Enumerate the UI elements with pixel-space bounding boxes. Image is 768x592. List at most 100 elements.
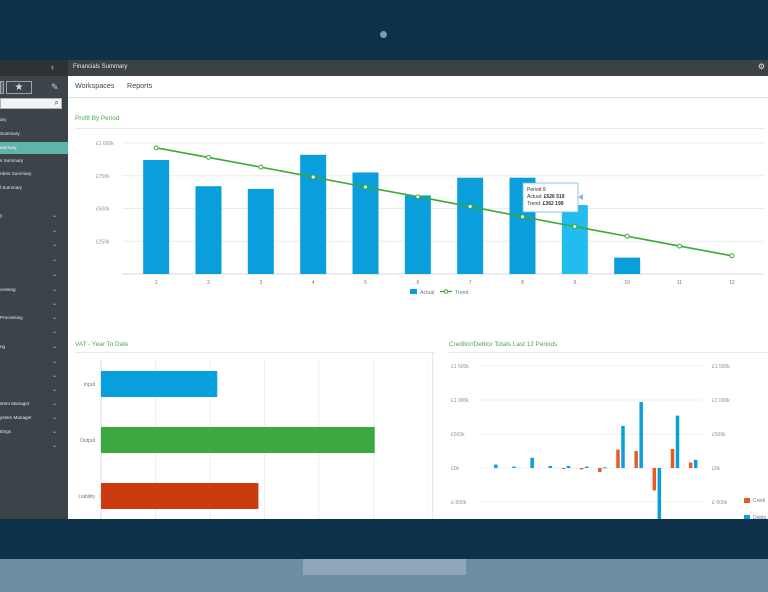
vat-year-to-date-chart: Input Output Liability bbox=[78, 360, 428, 519]
sidebar-item[interactable]: ⌄ bbox=[0, 254, 68, 266]
chevron-down-icon[interactable]: ⌄ bbox=[52, 287, 58, 293]
y-tick-label: £250k bbox=[96, 239, 110, 245]
sidebar: ‹ ★ ✎ ⌕ ary Summary ummary s Summary rders S… bbox=[0, 60, 68, 519]
sidebar-item[interactable]: ⌄ bbox=[0, 440, 68, 452]
bar-creditors bbox=[561, 468, 566, 469]
chevron-down-icon[interactable]: ⌄ bbox=[52, 387, 58, 393]
vat-panel-divider bbox=[75, 352, 435, 353]
trend-point bbox=[677, 243, 682, 249]
chevron-down-icon[interactable]: ⌄ bbox=[52, 344, 58, 350]
legend-label-creditors: Credi bbox=[753, 498, 765, 504]
trend-point bbox=[415, 194, 421, 200]
bar-debtors bbox=[639, 402, 643, 468]
creditor-debtor-chart: £1 500k £1 500k £1 000k £1 000k £500k £500k £0… bbox=[451, 364, 767, 519]
bar-debtors bbox=[693, 459, 698, 468]
sidebar-item[interactable]: ⌄ bbox=[0, 370, 68, 382]
chevron-down-icon[interactable]: ⌄ bbox=[52, 429, 58, 435]
sidebar-item-label: s Summary bbox=[0, 158, 24, 163]
trend-point bbox=[206, 154, 211, 160]
bar-creditors bbox=[670, 448, 675, 468]
y-tick-label: £1 000k bbox=[451, 398, 469, 404]
chevron-down-icon[interactable]: ⌄ bbox=[52, 228, 58, 234]
search-icon[interactable]: ⌕ bbox=[54, 98, 59, 107]
sidebar-item[interactable]: stem Manager ⌄ bbox=[0, 398, 68, 410]
bar-creditors bbox=[634, 451, 638, 468]
creditor-panel-title: Creditor/Debtor Totals Last 12 Periods bbox=[449, 341, 558, 348]
sidebar-item[interactable]: Processing ⌄ bbox=[0, 312, 68, 324]
bar-debtors bbox=[548, 465, 553, 468]
bar bbox=[457, 177, 484, 274]
bar-debtors bbox=[621, 425, 625, 468]
chevron-down-icon[interactable]: ⌄ bbox=[52, 329, 58, 335]
monitor-bezel-bottom bbox=[0, 519, 768, 559]
sidebar-item[interactable]: ⌄ bbox=[0, 356, 68, 368]
sidebar-item[interactable]: rders Summary bbox=[0, 168, 68, 180]
sidebar-item[interactable]: l Summary bbox=[0, 182, 68, 194]
chevron-down-icon[interactable]: ⌄ bbox=[52, 401, 58, 407]
chevron-down-icon[interactable]: ⌄ bbox=[52, 373, 58, 379]
sidebar-item[interactable]: ⌄ bbox=[0, 269, 68, 281]
legend-label-trend: Trend bbox=[455, 290, 468, 296]
sidebar-item[interactable]: ng ⌄ bbox=[0, 341, 68, 353]
sidebar-item[interactable]: ystem Manager ⌄ bbox=[0, 412, 68, 424]
profit-panel-title: Profit By Period bbox=[75, 115, 120, 122]
y-tick-label: £-500k bbox=[451, 500, 467, 506]
tab-workspaces[interactable]: Workspaces bbox=[75, 81, 115, 90]
chevron-down-icon[interactable]: ⌄ bbox=[52, 359, 58, 365]
sidebar-tab-menu[interactable] bbox=[0, 81, 4, 94]
sidebar-item[interactable]: ⌄ bbox=[0, 239, 68, 251]
bar bbox=[101, 483, 259, 509]
y2-tick-label: £500k bbox=[712, 432, 726, 438]
chevron-down-icon[interactable]: ⌄ bbox=[52, 415, 58, 421]
tab-reports[interactable]: Reports bbox=[127, 81, 153, 90]
legend-label-actual: Actual bbox=[420, 290, 434, 296]
sidebar-item[interactable]: s Summary bbox=[0, 155, 68, 167]
sidebar-item[interactable]: ⌄ bbox=[0, 384, 68, 396]
sidebar-item-label: ummary bbox=[0, 145, 17, 150]
star-icon[interactable]: ★ bbox=[6, 81, 32, 94]
y2-tick-label: £1 000k bbox=[712, 398, 730, 404]
bar-creditors bbox=[598, 468, 602, 473]
legend-label-debtors: Debto bbox=[753, 515, 767, 519]
sidebar-item[interactable]: ttings ⌄ bbox=[0, 426, 68, 438]
x-tick-label: 12 bbox=[729, 280, 735, 286]
tooltip-line: Trend: £362 199 bbox=[527, 201, 564, 207]
chevron-down-icon[interactable]: ⌄ bbox=[52, 213, 58, 219]
chevron-down-icon[interactable]: ⌄ bbox=[52, 301, 58, 307]
trend-point bbox=[572, 224, 578, 230]
chevron-left-icon[interactable]: ‹ bbox=[51, 62, 54, 72]
sidebar-item[interactable]: ⌄ bbox=[0, 225, 68, 237]
x-tick-label: 10 bbox=[624, 280, 630, 286]
chevron-down-icon[interactable]: ⌄ bbox=[52, 242, 58, 248]
user-cog-icon[interactable]: ⚙ bbox=[757, 62, 765, 71]
x-tick-label: 8 bbox=[521, 280, 524, 286]
bar-creditors bbox=[579, 468, 584, 470]
y2-tick-label: £1 500k bbox=[712, 364, 730, 370]
sidebar-item-label: l Summary bbox=[0, 185, 22, 190]
sidebar-item[interactable]: ⌄ bbox=[0, 298, 68, 310]
sidebar-item[interactable]: y ⌄ bbox=[0, 210, 68, 222]
chevron-down-icon[interactable]: ⌄ bbox=[52, 257, 58, 263]
x-tick-label: 9 bbox=[573, 280, 576, 286]
sidebar-item[interactable]: ⌄ bbox=[0, 326, 68, 338]
chevron-down-icon[interactable]: ⌄ bbox=[52, 272, 58, 278]
x-tick-label: 2 bbox=[207, 280, 210, 286]
chevron-down-icon[interactable]: ⌄ bbox=[52, 315, 58, 321]
bar-creditors bbox=[652, 468, 657, 491]
bar-debtors bbox=[530, 457, 534, 468]
sidebar-item[interactable]: Summary bbox=[0, 128, 68, 140]
x-tick-label: 3 bbox=[259, 280, 262, 286]
sidebar-item[interactable]: cessing ⌄ bbox=[0, 284, 68, 296]
sidebar-search-input[interactable]: ⌕ bbox=[0, 98, 62, 109]
title-bar: Financials Summary ⚙ bbox=[68, 60, 768, 76]
sidebar-item[interactable]: ary bbox=[0, 114, 68, 126]
chevron-down-icon[interactable]: ⌄ bbox=[52, 443, 58, 449]
pencil-icon[interactable]: ✎ bbox=[51, 82, 59, 92]
y2-tick-label: £-500k bbox=[712, 500, 728, 506]
sidebar-item-label: cessing bbox=[0, 287, 16, 292]
bar-debtors bbox=[566, 465, 571, 468]
y-tick-label: £1 000k bbox=[96, 141, 114, 147]
bar bbox=[561, 205, 588, 274]
sidebar-item[interactable]: ummary bbox=[0, 142, 68, 154]
